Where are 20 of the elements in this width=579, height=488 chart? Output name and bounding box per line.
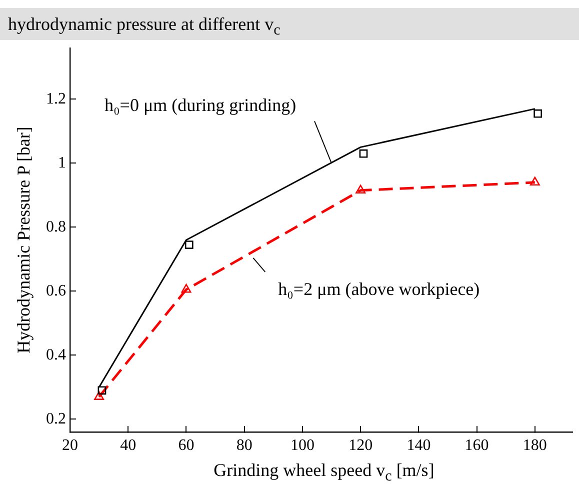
x-tick-label: 100 bbox=[290, 436, 314, 454]
x-tick-label: 20 bbox=[62, 436, 78, 454]
y-tick-label: 0.8 bbox=[46, 218, 66, 236]
y-tick-label: 1.2 bbox=[46, 90, 66, 108]
x-tick-label: 120 bbox=[348, 436, 373, 454]
x-tick-label: 60 bbox=[178, 436, 194, 454]
x-tick-label: 160 bbox=[464, 436, 489, 454]
x-axis-title: Grinding wheel speed v$_{c}$ [m/s] bbox=[212, 460, 436, 486]
chart-title: hydrodynamic pressure at different v$_{c}$ bbox=[0, 8, 579, 40]
annotation: h₀=2 μm (above workpiece) bbox=[278, 279, 480, 300]
y-tick-label: 0.4 bbox=[46, 346, 66, 364]
x-tick-label: 180 bbox=[522, 436, 547, 454]
x-tick-label: 80 bbox=[236, 436, 252, 454]
y-tick-label: 0.6 bbox=[46, 282, 66, 300]
x-tick-label: 140 bbox=[406, 436, 431, 454]
y-axis-title: Hydrodynamic Pressure P [bar] bbox=[14, 126, 34, 354]
x-tick-label: 40 bbox=[120, 436, 136, 454]
y-tick-label: 1 bbox=[58, 154, 66, 172]
y-tick-label: 0.2 bbox=[46, 410, 66, 428]
annotation: h₀=0 μm (during grinding) bbox=[104, 94, 296, 115]
